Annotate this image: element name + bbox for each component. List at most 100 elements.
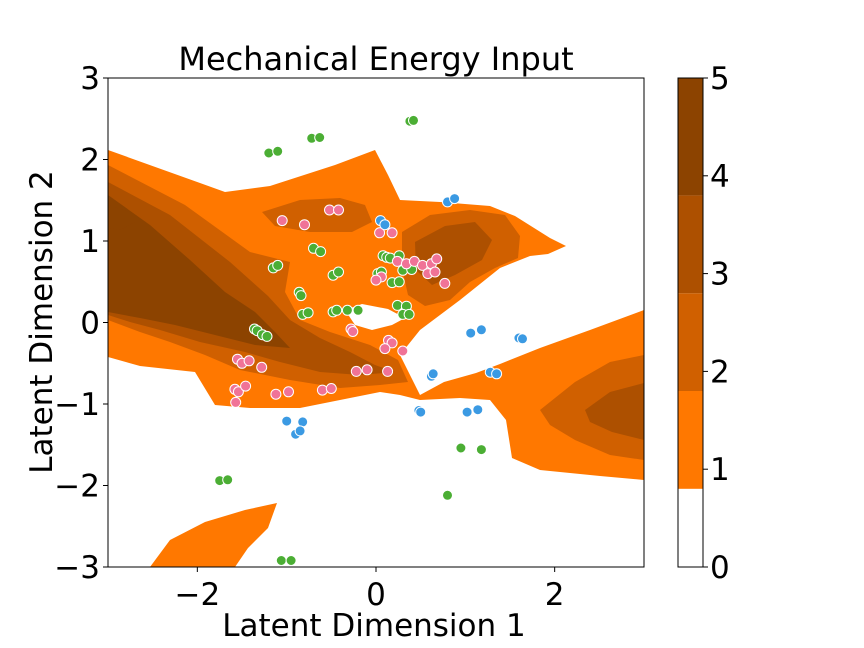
- contour-region-left-peak: [108, 195, 290, 348]
- colorbar-level-0: [678, 488, 703, 567]
- colorbar-level-2: [678, 293, 703, 391]
- scatter-point-s0-44: [285, 555, 297, 566]
- scatter-point-s1-20: [386, 337, 398, 349]
- scatter-point-s1-36: [361, 364, 373, 376]
- scatter-point-s2-16: [281, 415, 293, 427]
- colorbar-ticks: 0 1 2 3 4 5: [703, 61, 730, 586]
- scatter-point-s0-29: [302, 307, 314, 319]
- scatter-point-s0-11: [333, 266, 344, 278]
- scatter-point-s2-5: [475, 324, 487, 336]
- scatter-point-s1-16: [370, 274, 382, 286]
- scatter-point-s2-13: [415, 406, 427, 418]
- y-tick-label-4: 1: [80, 224, 100, 260]
- scatter-point-s1-21: [379, 343, 391, 355]
- y-tick-label-5: 2: [80, 143, 100, 179]
- colorbar: [678, 78, 703, 567]
- colorbar-tick-label-4: 4: [710, 159, 730, 195]
- scatter-point-s0-33: [352, 304, 364, 316]
- contour-hole-lower: [420, 342, 488, 370]
- scatter-point-s1-11: [431, 253, 443, 265]
- scatter-point-s1-34: [325, 383, 337, 394]
- x-tick-label-1: 0: [366, 577, 386, 613]
- scatter-point-s0-27: [403, 308, 415, 320]
- scatter-point-s1-3: [333, 204, 344, 216]
- scatter-point-s1-1: [299, 219, 310, 231]
- contour-layer: [108, 78, 644, 567]
- x-axis-label: Latent Dimension 1: [222, 608, 526, 644]
- scatter-point-s2-3: [379, 219, 391, 231]
- scatter-point-s0-42: [222, 474, 234, 486]
- y-tick-label-3: 0: [80, 306, 100, 342]
- colorbar-tick-label-1: 1: [710, 452, 730, 488]
- y-tick-label-1: −2: [54, 469, 100, 505]
- scatter-point-s0-24: [391, 299, 403, 311]
- colorbar-tick-label-2: 2: [710, 354, 730, 390]
- colorbar-level-4: [678, 78, 703, 196]
- contour-region-left-edge: [108, 205, 135, 230]
- scatter-point-s0-38: [455, 442, 467, 454]
- colorbar-level-1: [678, 391, 703, 489]
- scatter-point-s1-29: [240, 380, 252, 392]
- scatter-point-s1-37: [382, 365, 394, 377]
- scatter-point-s1-30: [230, 396, 242, 408]
- scatter-point-s0-3: [314, 132, 326, 143]
- x-tick-label-2: 2: [545, 577, 565, 613]
- scatter-point-s1-35: [350, 365, 362, 377]
- scatter-point-s1-33: [316, 384, 328, 396]
- y-axis: −3 −2 −1 0 1 2 3: [54, 61, 108, 586]
- contour-region-lower-left: [150, 503, 277, 567]
- scatter-point-s1-28: [232, 386, 244, 398]
- contour-region-upper: [262, 198, 372, 232]
- scatter-point-s1-6: [391, 255, 403, 267]
- scatter-point-s1-5: [386, 227, 398, 239]
- y-tick-label-6: 3: [80, 61, 100, 97]
- y-tick-label-2: −1: [54, 387, 100, 423]
- scatter-point-s1-4: [374, 227, 386, 239]
- scatter-point-s1-26: [256, 361, 268, 373]
- scatter-point-s0-32: [341, 304, 353, 316]
- y-axis-label: Latent Dimension 2: [24, 170, 60, 474]
- scatter-point-s2-17: [297, 416, 309, 428]
- scatter-point-s2-19: [294, 425, 306, 437]
- scatter-point-s1-18: [347, 326, 359, 337]
- scatter-point-s0-43: [275, 555, 287, 566]
- scatter-point-s0-31: [331, 304, 343, 316]
- scatter-point-s2-14: [461, 406, 473, 418]
- scatter-point-s1-25: [243, 355, 255, 367]
- scatter-point-s1-14: [439, 277, 451, 289]
- scatter-point-s2-11: [427, 368, 439, 380]
- scatter-point-s0-4: [263, 147, 275, 159]
- scatter-point-s2-9: [491, 368, 503, 380]
- colorbar-tick-label-0: 0: [710, 550, 730, 586]
- scatter-point-s2-1: [449, 193, 461, 205]
- scatter-point-s1-32: [283, 386, 294, 398]
- chart-title: Mechanical Energy Input: [178, 40, 573, 78]
- scatter-point-s0-1: [408, 114, 419, 126]
- scatter-point-s0-39: [475, 444, 487, 456]
- scatter-point-s1-22: [397, 345, 409, 357]
- colorbar-tick-label-5: 5: [710, 61, 730, 97]
- scatter-point-s0-9: [272, 259, 284, 271]
- contour-region-left-core: [108, 182, 395, 375]
- x-tick-label-0: −2: [174, 577, 220, 613]
- scatter-point-s1-13: [429, 266, 441, 278]
- scatter-point-s2-7: [517, 333, 528, 345]
- scatter-point-s0-23: [295, 290, 307, 302]
- x-axis: −2 0 2: [174, 567, 565, 613]
- colorbar-tick-label-3: 3: [710, 257, 730, 293]
- y-tick-label-0: −3: [54, 550, 100, 586]
- scatter-point-s0-21: [393, 276, 405, 288]
- contour-level-4: [108, 195, 290, 348]
- scatter-point-s0-5: [272, 145, 284, 157]
- scatter-point-s0-7: [315, 246, 327, 258]
- scatter-layer: [214, 114, 528, 566]
- contour-region-far-right-core: [585, 383, 644, 440]
- colorbar-level-3: [678, 195, 703, 294]
- scatter-point-s2-4: [465, 327, 477, 339]
- scatter-point-s0-37: [261, 330, 273, 342]
- scatter-point-s0-40: [442, 489, 453, 501]
- scatter-point-s2-15: [472, 404, 484, 416]
- colorbar-frame: [677, 77, 704, 568]
- scatter-point-s1-31: [270, 388, 282, 400]
